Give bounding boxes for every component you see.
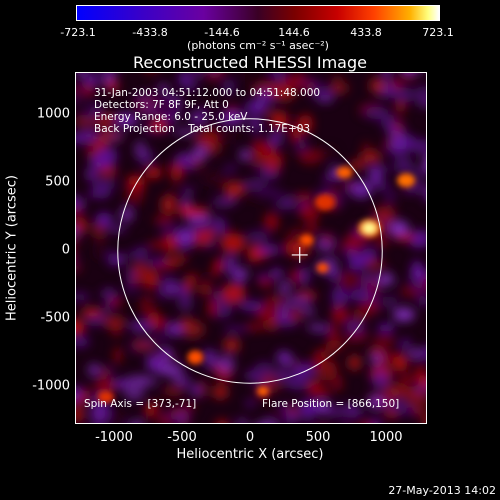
- colorbar-units: (photons cm⁻² s⁻¹ asec⁻²): [187, 39, 329, 52]
- y-tick-label: -500: [40, 310, 70, 326]
- colorbar-tick: 433.8: [350, 26, 382, 39]
- colorbar-tick: -144.6: [204, 26, 240, 39]
- solar-image: [76, 73, 426, 423]
- method-counts-label: Back Projection Total counts: 1.17E+03: [94, 123, 311, 135]
- x-tick-label: -500: [167, 430, 197, 445]
- colorbar-tick: -433.8: [132, 26, 168, 39]
- y-tick-label: 0: [61, 242, 70, 258]
- time-range-label: 31-Jan-2003 04:51:12.000 to 04:51:48.000: [94, 87, 321, 99]
- x-tick-label: 0: [245, 430, 255, 445]
- solar-image-panel: 31-Jan-2003 04:51:12.000 to 04:51:48.000…: [75, 72, 427, 424]
- spin-axis-label: Spin Axis = [373,-71]: [84, 398, 197, 410]
- y-tick-label: 500: [45, 174, 70, 190]
- colorbar-tick: -723.1: [60, 26, 96, 39]
- y-tick-label: 1000: [36, 106, 70, 122]
- energy-range-label: Energy Range: 6.0 - 25.0 keV: [94, 111, 248, 123]
- y-tick-label: -1000: [32, 378, 70, 394]
- x-tick-label: 500: [305, 430, 331, 445]
- solar-limb-circle: [117, 118, 383, 384]
- colorbar: [76, 5, 440, 21]
- detectors-label: Detectors: 7F 8F 9F, Att 0: [94, 99, 229, 111]
- y-axis-label: Heliocentric Y (arcsec): [4, 175, 20, 321]
- x-tick-label: -1000: [95, 430, 133, 445]
- image-title: Reconstructed RHESSI Image: [133, 53, 367, 72]
- x-axis-label: Heliocentric X (arcsec): [176, 447, 324, 462]
- colorbar-tick: 723.1: [422, 26, 454, 39]
- timestamp-footer: 27-May-2013 14:02: [388, 484, 496, 497]
- flare-position-label: Flare Position = [866,150]: [262, 398, 400, 410]
- x-tick-label: 1000: [369, 430, 403, 445]
- colorbar-tick: 144.6: [278, 26, 310, 39]
